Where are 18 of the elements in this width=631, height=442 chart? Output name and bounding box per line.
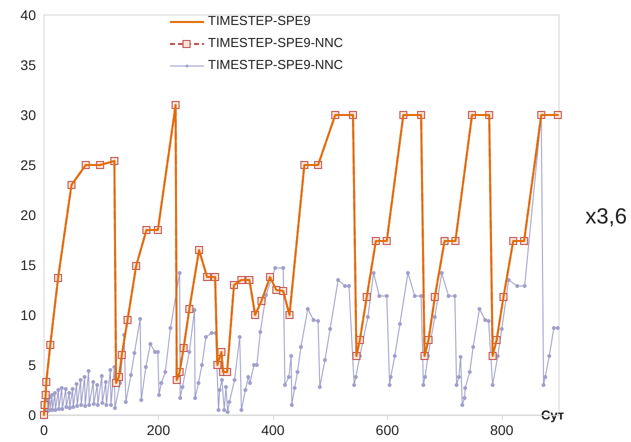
x-tick-label: 600 <box>376 422 400 438</box>
y-tick-label: 40 <box>20 7 36 23</box>
y-tick-label: 35 <box>20 57 36 73</box>
y-tick-label: 0 <box>28 407 36 423</box>
y-tick-label: 15 <box>20 257 36 273</box>
x-tick-label: 400 <box>261 422 285 438</box>
legend-label: TIMESTEP-SPE9 <box>208 13 311 28</box>
x-tick-label: 800 <box>490 422 514 438</box>
y-tick-label: 20 <box>20 207 36 223</box>
y-tick-label: 10 <box>20 307 36 323</box>
y-tick-label: 30 <box>20 107 36 123</box>
y-tick-label: 5 <box>28 357 36 373</box>
x-tick-label: 0 <box>40 422 48 438</box>
legend-label: TIMESTEP-SPE9-NNC <box>208 35 344 50</box>
legend-label: TIMESTEP-SPE9-NNC <box>208 57 344 72</box>
x-tick-label: 200 <box>146 422 170 438</box>
text: x3,6 <box>585 204 628 228</box>
y-tick-label: 25 <box>20 157 36 173</box>
